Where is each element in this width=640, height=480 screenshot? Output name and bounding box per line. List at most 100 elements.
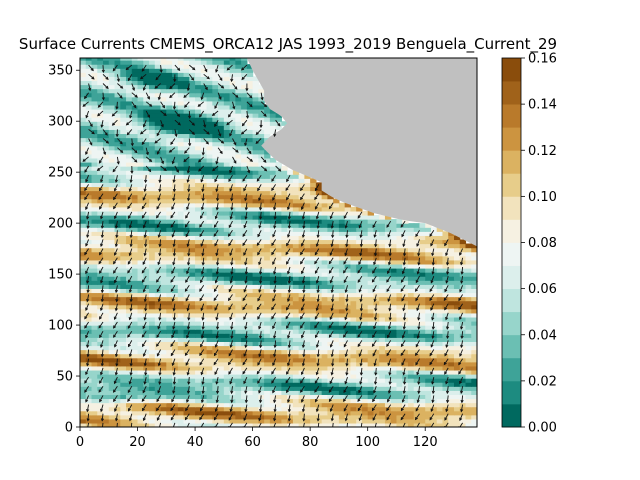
speed-cell [200,308,208,314]
speed-cell [327,390,334,395]
speed-cell [448,369,455,375]
speed-cell [436,333,444,338]
speed-cell [252,194,259,200]
speed-cell [172,386,179,391]
speed-cell [235,108,242,114]
speed-cell [143,117,150,122]
speed-cell [229,390,236,395]
speed-cell [356,329,363,334]
speed-cell [241,357,248,363]
speed-cell [384,365,392,371]
speed-cell [413,329,421,334]
speed-cell [436,239,444,245]
speed-cell [200,280,208,285]
speed-cell [103,223,110,228]
speed-cell [172,113,179,118]
speed-cell [258,337,265,342]
speed-cell [103,410,110,416]
speed-cell [442,292,449,298]
speed-cell [206,390,213,395]
speed-cell [321,341,328,347]
speed-cell [166,58,173,61]
speed-cell [356,312,363,318]
speed-cell [212,418,219,424]
speed-cell [241,292,248,298]
speed-cell [206,100,213,106]
vector-arrow [185,422,190,427]
speed-cell [390,296,398,302]
speed-cell [315,414,323,420]
speed-cell [252,349,259,355]
speed-cell [241,382,248,387]
speed-cell [390,316,398,322]
speed-cell [154,243,162,249]
speed-cell [246,280,254,285]
speed-cell [390,410,398,416]
speed-cell [91,402,98,408]
speed-cell [206,223,213,228]
speed-cell [419,390,426,395]
speed-cell [321,382,328,387]
speed-cell [310,292,317,298]
speed-cell [361,288,369,294]
speed-cell [126,329,133,334]
speed-cell [425,357,432,363]
speed-cell [241,72,248,77]
speed-cell [241,329,248,334]
speed-cell [258,378,265,383]
speed-cell [103,357,110,363]
speed-cell [149,382,156,387]
speed-cell [338,272,346,277]
speed-cell [149,325,156,330]
vector-arrow [242,422,248,427]
speed-cell [206,141,213,147]
speed-cell [304,178,311,183]
speed-cell [361,239,369,245]
speed-cell [356,378,363,383]
speed-cell [183,312,190,318]
speed-cell [229,296,236,302]
speed-cell [114,76,121,82]
speed-cell [229,235,236,241]
speed-cell [419,341,426,347]
speed-cell [402,227,409,232]
speed-cell [246,320,254,326]
speed-cell [281,398,288,404]
speed-cell [425,353,432,359]
speed-cell [241,308,248,314]
speed-cell [137,137,144,143]
speed-cell [407,406,415,412]
speed-cell [85,357,93,363]
speed-cell [172,137,179,143]
speed-cell [189,345,196,351]
speed-cell [120,272,127,277]
speed-cell [126,422,133,427]
speed-cell [172,357,179,363]
speed-cell [465,422,472,427]
speed-cell [246,210,254,216]
speed-cell [172,202,179,208]
speed-cell [252,406,259,412]
speed-cell [361,308,369,314]
speed-cell [212,174,219,179]
speed-cell [465,312,472,318]
speed-cell [160,161,167,167]
speed-cell [131,272,139,277]
speed-cell [287,333,294,338]
speed-cell [166,235,173,241]
speed-cell [166,255,173,261]
speed-cell [126,247,133,253]
speed-cell [321,194,328,200]
speed-cell [200,267,208,273]
speed-cell [246,341,254,347]
speed-cell [338,345,346,351]
speed-cell [379,267,386,273]
speed-cell [91,276,98,281]
speed-cell [344,251,352,257]
speed-cell [137,214,144,220]
speed-cell [103,296,110,302]
speed-cell [367,300,375,306]
speed-cell [315,227,323,232]
speed-cell [85,373,93,379]
speed-cell [143,263,150,269]
